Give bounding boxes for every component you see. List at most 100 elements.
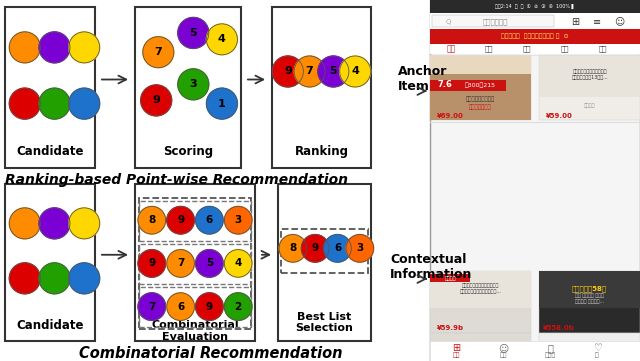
- Text: 新品上市: 新品上市: [444, 276, 456, 280]
- Text: 优惠标签: 优惠标签: [584, 103, 595, 108]
- Text: Combinatorial
Evaluation: Combinatorial Evaluation: [151, 320, 239, 342]
- Bar: [278, 184, 371, 341]
- Text: 7: 7: [177, 258, 184, 269]
- Text: 限时抢购约58元: 限时抢购约58元: [572, 285, 607, 292]
- Text: 5: 5: [189, 28, 197, 38]
- Circle shape: [68, 88, 100, 119]
- Text: ☺: ☺: [614, 17, 624, 26]
- Circle shape: [324, 235, 351, 262]
- Bar: [139, 244, 251, 284]
- Text: 9: 9: [148, 258, 156, 269]
- FancyBboxPatch shape: [432, 15, 554, 27]
- Bar: [430, 271, 531, 308]
- Text: 9: 9: [152, 95, 160, 105]
- Circle shape: [167, 249, 195, 277]
- Text: 9: 9: [177, 215, 184, 225]
- Text: Scoring: Scoring: [163, 145, 213, 158]
- Text: 无忌 超薄智能 智慧门
锁指纹锁 平台必选...: 无忌 超薄智能 智慧门 锁指纹锁 平台必选...: [575, 293, 604, 304]
- Text: 2: 2: [235, 301, 242, 312]
- Circle shape: [138, 249, 166, 277]
- Circle shape: [196, 206, 223, 234]
- Bar: [139, 201, 251, 241]
- Circle shape: [39, 88, 70, 119]
- Text: 🛒: 🛒: [547, 343, 553, 353]
- Bar: [135, 184, 255, 341]
- Circle shape: [141, 85, 172, 116]
- Text: ¥558.0b: ¥558.0b: [543, 325, 575, 331]
- Circle shape: [301, 235, 329, 262]
- Text: Candidate: Candidate: [16, 319, 84, 332]
- Bar: [430, 29, 640, 44]
- Circle shape: [318, 56, 349, 87]
- Circle shape: [68, 208, 100, 239]
- Text: 3: 3: [235, 215, 242, 225]
- Bar: [540, 55, 640, 120]
- Circle shape: [143, 37, 174, 68]
- Text: ¥59.9b: ¥59.9b: [436, 325, 464, 331]
- Text: 6: 6: [334, 243, 341, 253]
- Circle shape: [340, 56, 371, 87]
- Circle shape: [68, 32, 100, 63]
- Text: ⊞: ⊞: [571, 17, 579, 26]
- Bar: [430, 44, 640, 54]
- Circle shape: [138, 293, 166, 321]
- Text: ¥69.00: ¥69.00: [436, 113, 463, 119]
- Text: 全部: 全部: [452, 352, 460, 358]
- Text: 儿童防晒内衣: 儿童防晒内衣: [483, 18, 508, 25]
- Text: 9: 9: [312, 243, 319, 253]
- Text: 4: 4: [218, 34, 226, 44]
- Text: 3: 3: [356, 243, 364, 253]
- Circle shape: [39, 32, 70, 63]
- Bar: [430, 13, 640, 29]
- Text: 5: 5: [330, 66, 337, 77]
- Bar: [430, 341, 640, 361]
- Circle shape: [68, 263, 100, 294]
- Bar: [430, 274, 470, 282]
- Text: Ranking: Ranking: [294, 145, 349, 158]
- Text: 小农村里人民营业医药内衣裤
棉粘儿童套装内衣裤内衣裤儿...: 小农村里人民营业医药内衣裤 棉粘儿童套装内衣裤内衣裤儿...: [460, 283, 501, 294]
- Text: 7: 7: [148, 301, 156, 312]
- Text: 6: 6: [177, 301, 184, 312]
- Text: 满300减215: 满300减215: [465, 82, 496, 88]
- Circle shape: [196, 293, 223, 321]
- Text: ☺: ☺: [498, 343, 508, 353]
- Bar: [139, 287, 251, 327]
- Circle shape: [167, 206, 195, 234]
- Text: 4: 4: [234, 258, 242, 269]
- Text: ≡: ≡: [593, 17, 601, 26]
- Text: 4: 4: [351, 66, 359, 77]
- Circle shape: [10, 263, 40, 294]
- Text: 精选: 精选: [446, 44, 456, 53]
- Circle shape: [10, 208, 40, 239]
- Bar: [135, 7, 241, 168]
- Text: 6: 6: [206, 215, 213, 225]
- Text: 下午2:14  ⓢ  ⓐ  ①  ②  ③  ④  100% ▌: 下午2:14 ⓢ ⓐ ① ② ③ ④ 100% ▌: [495, 4, 575, 9]
- Bar: [281, 229, 368, 274]
- Text: 发现: 发现: [599, 46, 607, 52]
- Circle shape: [207, 24, 237, 55]
- Text: 新品: 新品: [523, 46, 531, 52]
- Text: 9: 9: [206, 301, 213, 312]
- Text: Contextual
Information: Contextual Information: [390, 253, 472, 281]
- Bar: [430, 80, 506, 91]
- Circle shape: [207, 88, 237, 119]
- Circle shape: [196, 249, 223, 277]
- Circle shape: [39, 263, 70, 294]
- Text: 好货: 好货: [484, 46, 493, 52]
- Circle shape: [10, 32, 40, 63]
- Bar: [540, 271, 640, 308]
- Text: 购物车: 购物车: [545, 352, 556, 358]
- Circle shape: [279, 235, 307, 262]
- Text: 半年涨红包  掌印国际购车大奖 ⓞ  ⊙: 半年涨红包 掌印国际购车大奖 ⓞ ⊙: [501, 34, 569, 39]
- Circle shape: [273, 56, 303, 87]
- Text: 1: 1: [218, 99, 226, 109]
- Bar: [430, 74, 531, 120]
- Circle shape: [39, 208, 70, 239]
- Text: ⊞: ⊞: [452, 343, 460, 353]
- Bar: [540, 333, 640, 361]
- Text: 9: 9: [284, 66, 292, 77]
- Bar: [430, 55, 531, 120]
- Circle shape: [178, 17, 209, 48]
- Text: ♡: ♡: [593, 343, 602, 353]
- Text: 会员: 会员: [499, 352, 507, 358]
